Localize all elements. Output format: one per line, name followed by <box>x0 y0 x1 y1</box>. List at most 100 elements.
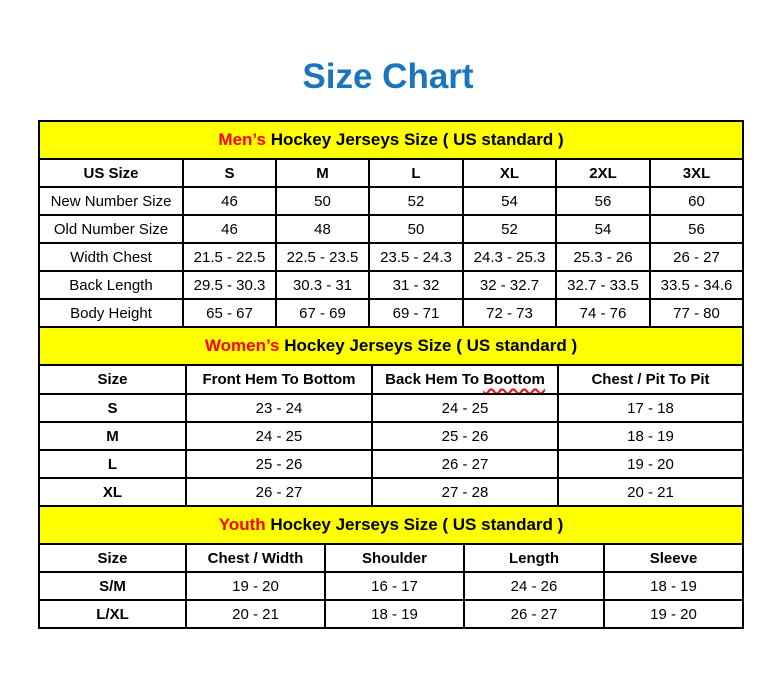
column-header-back-hem: Back Hem To Boottom <box>371 364 559 395</box>
row-label: New Number Size <box>38 186 184 216</box>
youth-banner-row: Youth Hockey Jerseys Size ( US standard … <box>37 505 745 545</box>
size-value-cell: 56 <box>555 186 651 216</box>
row-label: Back Length <box>38 270 184 300</box>
size-value-cell: 19 - 20 <box>556 449 745 479</box>
table-row-women-m: M 24 - 25 25 - 26 18 - 19 <box>38 421 745 451</box>
mens-banner-row: Men’s Hockey Jerseys Size ( US standard … <box>37 120 745 160</box>
size-value-cell: 74 - 76 <box>555 298 651 328</box>
size-value-cell: 20 - 21 <box>185 599 326 629</box>
womens-header-row: Size Front Hem To Bottom Back Hem To Boo… <box>38 364 745 395</box>
column-header-2xl: 2XL <box>555 158 651 188</box>
column-header-m: M <box>275 158 370 188</box>
size-value-cell: 26 - 27 <box>371 449 559 479</box>
table-row-youth-lxl: L/XL 20 - 21 18 - 19 26 - 27 19 - 20 <box>38 599 745 629</box>
table-row-width-chest: Width Chest 21.5 - 22.5 22.5 - 23.5 23.5… <box>38 242 745 272</box>
column-header-s: S <box>182 158 277 188</box>
youth-size-table: Youth Hockey Jerseys Size ( US standard … <box>37 505 745 629</box>
row-label: M <box>38 421 187 451</box>
size-value-cell: 30.3 - 31 <box>275 270 370 300</box>
womens-banner-text: Hockey Jerseys Size ( US standard ) <box>279 336 578 355</box>
row-label: L <box>38 449 187 479</box>
column-header-shoulder: Shoulder <box>324 543 465 573</box>
size-value-cell: 77 - 80 <box>648 298 745 328</box>
size-value-cell: 54 <box>555 214 651 244</box>
row-label: Old Number Size <box>38 214 184 244</box>
womens-banner-highlight: Women’s <box>204 336 280 355</box>
size-value-cell: 46 <box>182 214 277 244</box>
table-row-women-l: L 25 - 26 26 - 27 19 - 20 <box>38 449 745 479</box>
row-label: Width Chest <box>38 242 184 272</box>
youth-header-row: Size Chest / Width Shoulder Length Sleev… <box>38 543 745 573</box>
table-row-women-s: S 23 - 24 24 - 25 17 - 18 <box>38 393 745 423</box>
youth-banner-highlight: Youth <box>218 515 266 534</box>
size-value-cell: 24 - 25 <box>371 393 559 423</box>
page-title: Size Chart <box>302 57 474 96</box>
size-value-cell: 56 <box>648 214 745 244</box>
row-label: L/XL <box>38 599 187 629</box>
mens-header-row: US Size S M L XL 2XL 3XL <box>38 158 745 188</box>
size-value-cell: 24.3 - 25.3 <box>462 242 557 272</box>
size-value-cell: 50 <box>368 214 464 244</box>
back-hem-misspelled-word: Boottom <box>483 371 545 388</box>
size-value-cell: 33.5 - 34.6 <box>648 270 745 300</box>
size-value-cell: 32.7 - 33.5 <box>555 270 651 300</box>
column-header-front-hem: Front Hem To Bottom <box>185 364 373 395</box>
column-header-chest-pit: Chest / Pit To Pit <box>556 364 745 395</box>
table-row-back-length: Back Length 29.5 - 30.3 30.3 - 31 31 - 3… <box>38 270 745 300</box>
size-value-cell: 24 - 25 <box>185 421 373 451</box>
size-value-cell: 22.5 - 23.5 <box>275 242 370 272</box>
size-value-cell: 52 <box>368 186 464 216</box>
womens-section-banner: Women’s Hockey Jerseys Size ( US standar… <box>37 326 745 366</box>
size-value-cell: 32 - 32.7 <box>462 270 557 300</box>
table-row-old-number-size: Old Number Size 46 48 50 52 54 56 <box>38 214 745 244</box>
row-label: Body Height <box>38 298 184 328</box>
mens-size-table: Men’s Hockey Jerseys Size ( US standard … <box>37 120 745 328</box>
column-header-us-size: US Size <box>38 158 184 188</box>
size-value-cell: 18 - 19 <box>324 599 465 629</box>
size-value-cell: 19 - 20 <box>602 599 745 629</box>
mens-section-banner: Men’s Hockey Jerseys Size ( US standard … <box>37 120 745 160</box>
table-row-new-number-size: New Number Size 46 50 52 54 56 60 <box>38 186 745 216</box>
row-label: S/M <box>38 571 187 601</box>
column-header-size: Size <box>38 364 187 395</box>
size-value-cell: 26 - 27 <box>648 242 745 272</box>
column-header-size: Size <box>38 543 187 573</box>
size-value-cell: 48 <box>275 214 370 244</box>
table-row-youth-sm: S/M 19 - 20 16 - 17 24 - 26 18 - 19 <box>38 571 745 601</box>
back-hem-prefix: Back Hem To <box>385 371 484 388</box>
table-row-women-xl: XL 26 - 27 27 - 28 20 - 21 <box>38 477 745 507</box>
size-value-cell: 23.5 - 24.3 <box>368 242 464 272</box>
size-value-cell: 65 - 67 <box>182 298 277 328</box>
womens-banner-row: Women’s Hockey Jerseys Size ( US standar… <box>37 326 745 366</box>
size-value-cell: 54 <box>462 186 557 216</box>
size-value-cell: 52 <box>462 214 557 244</box>
column-header-chest-width: Chest / Width <box>185 543 326 573</box>
size-value-cell: 26 - 27 <box>463 599 605 629</box>
size-value-cell: 25 - 26 <box>371 421 559 451</box>
column-header-l: L <box>368 158 464 188</box>
column-header-sleeve: Sleeve <box>602 543 745 573</box>
size-value-cell: 60 <box>648 186 745 216</box>
row-label: XL <box>38 477 187 507</box>
size-value-cell: 67 - 69 <box>275 298 370 328</box>
size-value-cell: 31 - 32 <box>368 270 464 300</box>
size-value-cell: 29.5 - 30.3 <box>182 270 277 300</box>
column-header-3xl: 3XL <box>648 158 745 188</box>
size-value-cell: 17 - 18 <box>556 393 745 423</box>
size-value-cell: 50 <box>275 186 370 216</box>
size-value-cell: 26 - 27 <box>185 477 373 507</box>
row-label: S <box>38 393 187 423</box>
size-value-cell: 25 - 26 <box>185 449 373 479</box>
size-value-cell: 27 - 28 <box>371 477 559 507</box>
size-value-cell: 25.3 - 26 <box>555 242 651 272</box>
size-value-cell: 20 - 21 <box>556 477 745 507</box>
size-value-cell: 69 - 71 <box>368 298 464 328</box>
mens-banner-highlight: Men’s <box>218 130 266 149</box>
size-value-cell: 46 <box>182 186 277 216</box>
table-row-body-height: Body Height 65 - 67 67 - 69 69 - 71 72 -… <box>38 298 745 328</box>
size-value-cell: 18 - 19 <box>556 421 745 451</box>
youth-section-banner: Youth Hockey Jerseys Size ( US standard … <box>37 505 745 545</box>
column-header-xl: XL <box>462 158 557 188</box>
size-chart: Men’s Hockey Jerseys Size ( US standard … <box>37 120 745 629</box>
size-value-cell: 24 - 26 <box>463 571 605 601</box>
